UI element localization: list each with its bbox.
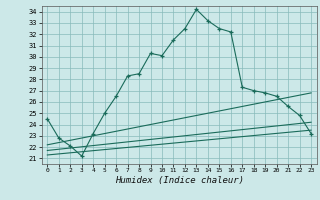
- X-axis label: Humidex (Indice chaleur): Humidex (Indice chaleur): [115, 176, 244, 185]
